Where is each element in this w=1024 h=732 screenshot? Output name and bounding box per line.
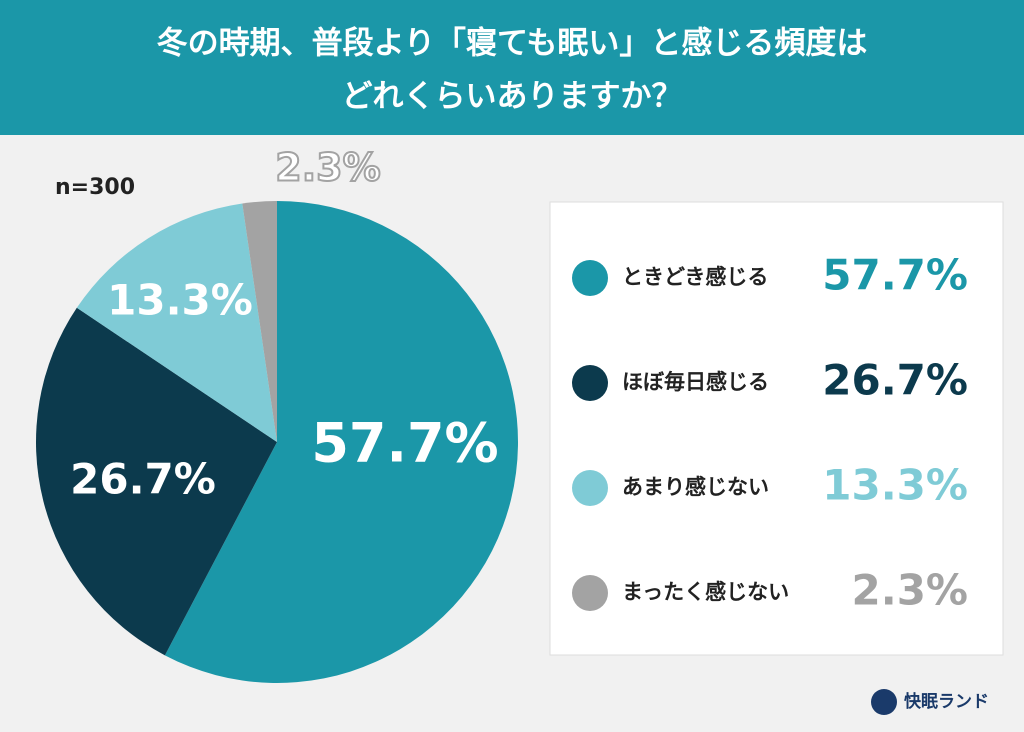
legend-marker <box>572 365 608 401</box>
slice-label: 2.3% <box>275 146 380 190</box>
legend-value: 57.7% <box>822 251 968 300</box>
legend-value: 26.7% <box>822 356 968 405</box>
legend-label: ときどき感じる <box>622 265 768 289</box>
sample-size: n=300 <box>55 175 135 200</box>
legend-label: ほぼ毎日感じる <box>622 370 769 394</box>
brand-name: 快眠ランド <box>904 691 989 712</box>
legend-value: 13.3% <box>822 461 968 510</box>
slice-label: 13.3% <box>107 276 253 325</box>
legend-label: まったく感じない <box>622 580 789 604</box>
chart-title: 冬の時期、普段より「寝ても眠い」と感じる頻度は <box>157 26 868 62</box>
legend-marker <box>572 575 608 611</box>
pie-slice <box>35 307 278 656</box>
legend-marker <box>572 260 608 296</box>
chart-title: どれくらいありますか？ <box>342 79 683 115</box>
pie-slice <box>76 203 277 442</box>
legend-value: 2.3% <box>852 566 968 615</box>
legend-marker <box>572 470 608 506</box>
slice-label: 57.7% <box>311 412 498 475</box>
header-band <box>0 0 1024 135</box>
pie-slice <box>164 201 518 684</box>
pie-slice <box>242 201 277 442</box>
slice-label: 26.7% <box>70 455 216 504</box>
legend-label: あまり感じない <box>622 475 769 499</box>
legend-box <box>549 201 1004 656</box>
brand-logo <box>871 689 897 715</box>
